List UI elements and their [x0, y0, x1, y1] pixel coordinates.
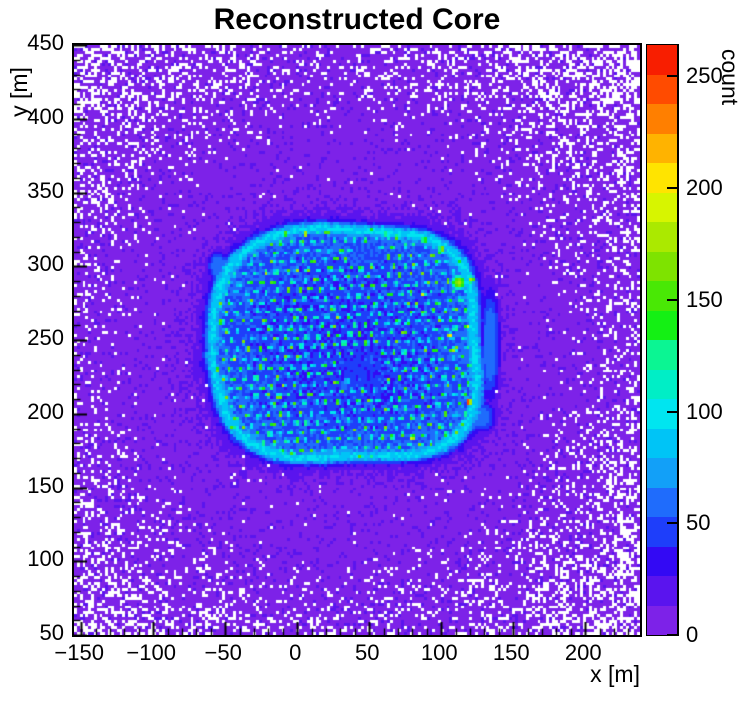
colorbar-tick	[667, 75, 678, 78]
colorbar-band	[647, 340, 677, 370]
y-tick-label: 50	[39, 620, 64, 645]
colorbar-band	[647, 517, 677, 547]
colorbar-band	[647, 369, 677, 399]
colorbar-tick	[667, 187, 678, 190]
colorbar-band	[647, 458, 677, 488]
x-tick-label: 50	[354, 640, 380, 665]
colorbar-tick-label: 0	[686, 622, 699, 647]
colorbar	[646, 44, 679, 636]
colorbar-tick	[667, 410, 678, 413]
heatmap-canvas	[72, 43, 642, 637]
colorbar-band	[647, 104, 677, 134]
y-tick-label: 100	[27, 546, 64, 572]
colorbar-band	[647, 428, 677, 458]
chart-title: Reconstructed Core	[213, 3, 501, 36]
colorbar-band	[647, 281, 677, 311]
y-tick-label: 200	[27, 398, 64, 424]
colorbar-band	[647, 192, 677, 222]
colorbar-tick-label: 100	[686, 398, 723, 424]
colorbar-tick	[667, 522, 678, 525]
y-tick-label: 450	[27, 30, 64, 55]
colorbar-tick-label: 250	[686, 63, 723, 89]
y-tick-label: 250	[27, 325, 64, 350]
x-tick-label: 150	[492, 640, 530, 665]
colorbar-tick-label: 50	[686, 510, 711, 536]
x-tick-label: 100	[420, 640, 458, 665]
colorbar-band	[647, 487, 677, 517]
colorbar-band	[647, 399, 677, 429]
y-tick-label: 300	[27, 251, 64, 277]
colorbar-band	[647, 222, 677, 252]
y-tick-label: 150	[27, 472, 64, 498]
y-tick-label: 350	[27, 177, 64, 203]
y-tick-label: 400	[27, 103, 64, 129]
colorbar-band	[647, 251, 677, 281]
colorbar-band	[647, 74, 677, 104]
colorbar-tick	[667, 298, 678, 301]
x-tick-label: 200	[564, 640, 602, 665]
colorbar-tick-label: 150	[686, 286, 723, 312]
colorbar-band	[647, 605, 677, 635]
x-tick-label: −50	[204, 640, 242, 665]
colorbar-band	[647, 310, 677, 340]
colorbar-tick-label: 200	[686, 175, 723, 201]
x-tick-label: −100	[126, 640, 176, 665]
colorbar-band	[647, 576, 677, 606]
colorbar-band	[647, 546, 677, 576]
x-axis-title: x [m]	[590, 661, 640, 687]
x-tick-label: −150	[54, 640, 104, 665]
colorbar-tick	[667, 634, 678, 636]
colorbar-band	[647, 45, 677, 75]
colorbar-band	[647, 133, 677, 163]
x-tick-label: 0	[289, 640, 302, 665]
